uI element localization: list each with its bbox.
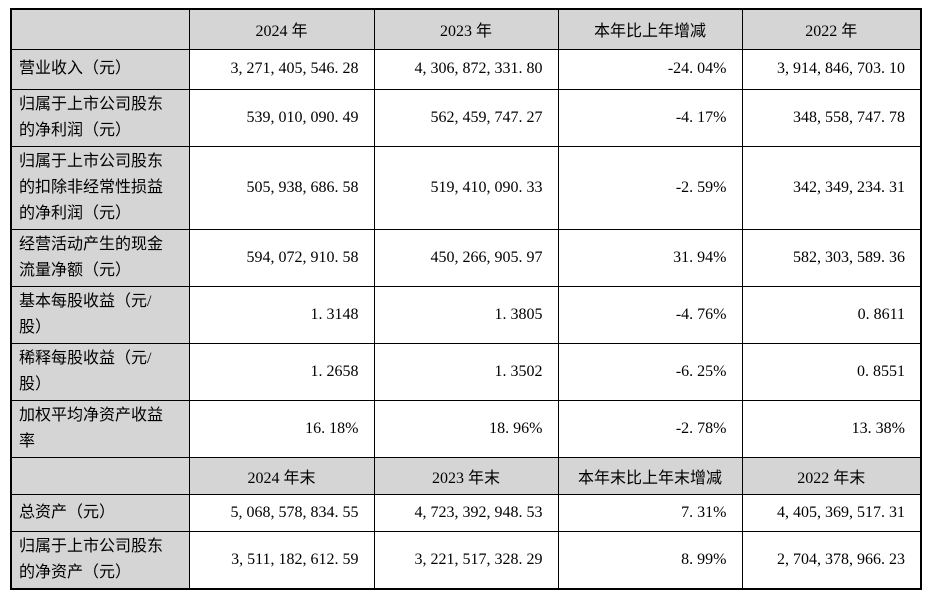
annual-header-row: 2024 年 2023 年 本年比上年增减 2022 年	[10, 8, 922, 50]
cell-2024: 1. 3148	[188, 285, 375, 344]
cell-change: 31. 94%	[557, 228, 743, 287]
cell-2024: 594, 072, 910. 58	[188, 228, 375, 287]
cell-2024: 539, 010, 090. 49	[188, 88, 375, 147]
cell-change: 7. 31%	[557, 493, 743, 532]
cell-2023: 519, 410, 090. 33	[373, 145, 559, 230]
annual-header-2024: 2024 年	[188, 8, 375, 50]
cell-2022: 348, 558, 747. 78	[741, 88, 922, 147]
cell-2022: 582, 303, 589. 36	[741, 228, 922, 287]
cell-change: -4. 76%	[557, 285, 743, 344]
cell-2022: 13. 38%	[741, 399, 922, 458]
row-label: 归属于上市公司股东 的扣除非经常性损益 的净利润（元）	[10, 145, 190, 230]
row-label: 归属于上市公司股东 的净利润（元）	[10, 88, 190, 147]
eoy-header-2023: 2023 年末	[373, 456, 559, 495]
table-row-net-profit-excl-nonrecurring: 归属于上市公司股东 的扣除非经常性损益 的净利润（元） 505, 938, 68…	[10, 145, 922, 230]
financial-summary-table: 2024 年 2023 年 本年比上年增减 2022 年 营业收入（元） 3, …	[10, 8, 922, 590]
row-label: 营业收入（元）	[10, 48, 190, 90]
financial-summary-table-wrap: 2024 年 2023 年 本年比上年增减 2022 年 营业收入（元） 3, …	[10, 8, 922, 590]
cell-2023: 4, 306, 872, 331. 80	[373, 48, 559, 90]
eoy-header-2022: 2022 年末	[741, 456, 922, 495]
annual-header-2023: 2023 年	[373, 8, 559, 50]
cell-change: -4. 17%	[557, 88, 743, 147]
annual-corner-cell	[10, 8, 190, 50]
table-row-net-assets: 归属于上市公司股东 的净资产（元） 3, 511, 182, 612. 59 3…	[10, 530, 922, 590]
eoy-corner-cell	[10, 456, 190, 495]
cell-2023: 3, 221, 517, 328. 29	[373, 530, 559, 590]
cell-change: -6. 25%	[557, 342, 743, 401]
cell-2022: 4, 405, 369, 517. 31	[741, 493, 922, 532]
annual-header-change: 本年比上年增减	[557, 8, 743, 50]
cell-2024: 16. 18%	[188, 399, 375, 458]
eoy-header-change: 本年末比上年末增减	[557, 456, 743, 495]
row-label: 总资产（元）	[10, 493, 190, 532]
cell-change: -2. 59%	[557, 145, 743, 230]
eoy-header-2024: 2024 年末	[188, 456, 375, 495]
cell-2024: 1. 2658	[188, 342, 375, 401]
row-label: 归属于上市公司股东 的净资产（元）	[10, 530, 190, 590]
table-row-total-assets: 总资产（元） 5, 068, 578, 834. 55 4, 723, 392,…	[10, 493, 922, 532]
cell-2022: 342, 349, 234. 31	[741, 145, 922, 230]
cell-2023: 450, 266, 905. 97	[373, 228, 559, 287]
table-row-weighted-avg-roe: 加权平均净资产收益 率 16. 18% 18. 96% -2. 78% 13. …	[10, 399, 922, 458]
cell-2022: 0. 8611	[741, 285, 922, 344]
row-label: 加权平均净资产收益 率	[10, 399, 190, 458]
eoy-header-row: 2024 年末 2023 年末 本年末比上年末增减 2022 年末	[10, 456, 922, 495]
cell-2024: 505, 938, 686. 58	[188, 145, 375, 230]
cell-2024: 5, 068, 578, 834. 55	[188, 493, 375, 532]
cell-2022: 0. 8551	[741, 342, 922, 401]
table-row-diluted-eps: 稀释每股收益（元/ 股） 1. 2658 1. 3502 -6. 25% 0. …	[10, 342, 922, 401]
cell-2023: 1. 3805	[373, 285, 559, 344]
cell-2024: 3, 271, 405, 546. 28	[188, 48, 375, 90]
annual-header-2022: 2022 年	[741, 8, 922, 50]
table-row-net-profit: 归属于上市公司股东 的净利润（元） 539, 010, 090. 49 562,…	[10, 88, 922, 147]
cell-change: -24. 04%	[557, 48, 743, 90]
cell-2022: 3, 914, 846, 703. 10	[741, 48, 922, 90]
cell-2023: 4, 723, 392, 948. 53	[373, 493, 559, 532]
row-label: 基本每股收益（元/ 股）	[10, 285, 190, 344]
cell-2023: 18. 96%	[373, 399, 559, 458]
table-row-basic-eps: 基本每股收益（元/ 股） 1. 3148 1. 3805 -4. 76% 0. …	[10, 285, 922, 344]
table-row-revenue: 营业收入（元） 3, 271, 405, 546. 28 4, 306, 872…	[10, 48, 922, 90]
cell-change: -2. 78%	[557, 399, 743, 458]
cell-2022: 2, 704, 378, 966. 23	[741, 530, 922, 590]
row-label: 经营活动产生的现金 流量净额（元）	[10, 228, 190, 287]
row-label: 稀释每股收益（元/ 股）	[10, 342, 190, 401]
cell-2023: 562, 459, 747. 27	[373, 88, 559, 147]
cell-change: 8. 99%	[557, 530, 743, 590]
cell-2023: 1. 3502	[373, 342, 559, 401]
table-row-operating-cash-flow: 经营活动产生的现金 流量净额（元） 594, 072, 910. 58 450,…	[10, 228, 922, 287]
cell-2024: 3, 511, 182, 612. 59	[188, 530, 375, 590]
